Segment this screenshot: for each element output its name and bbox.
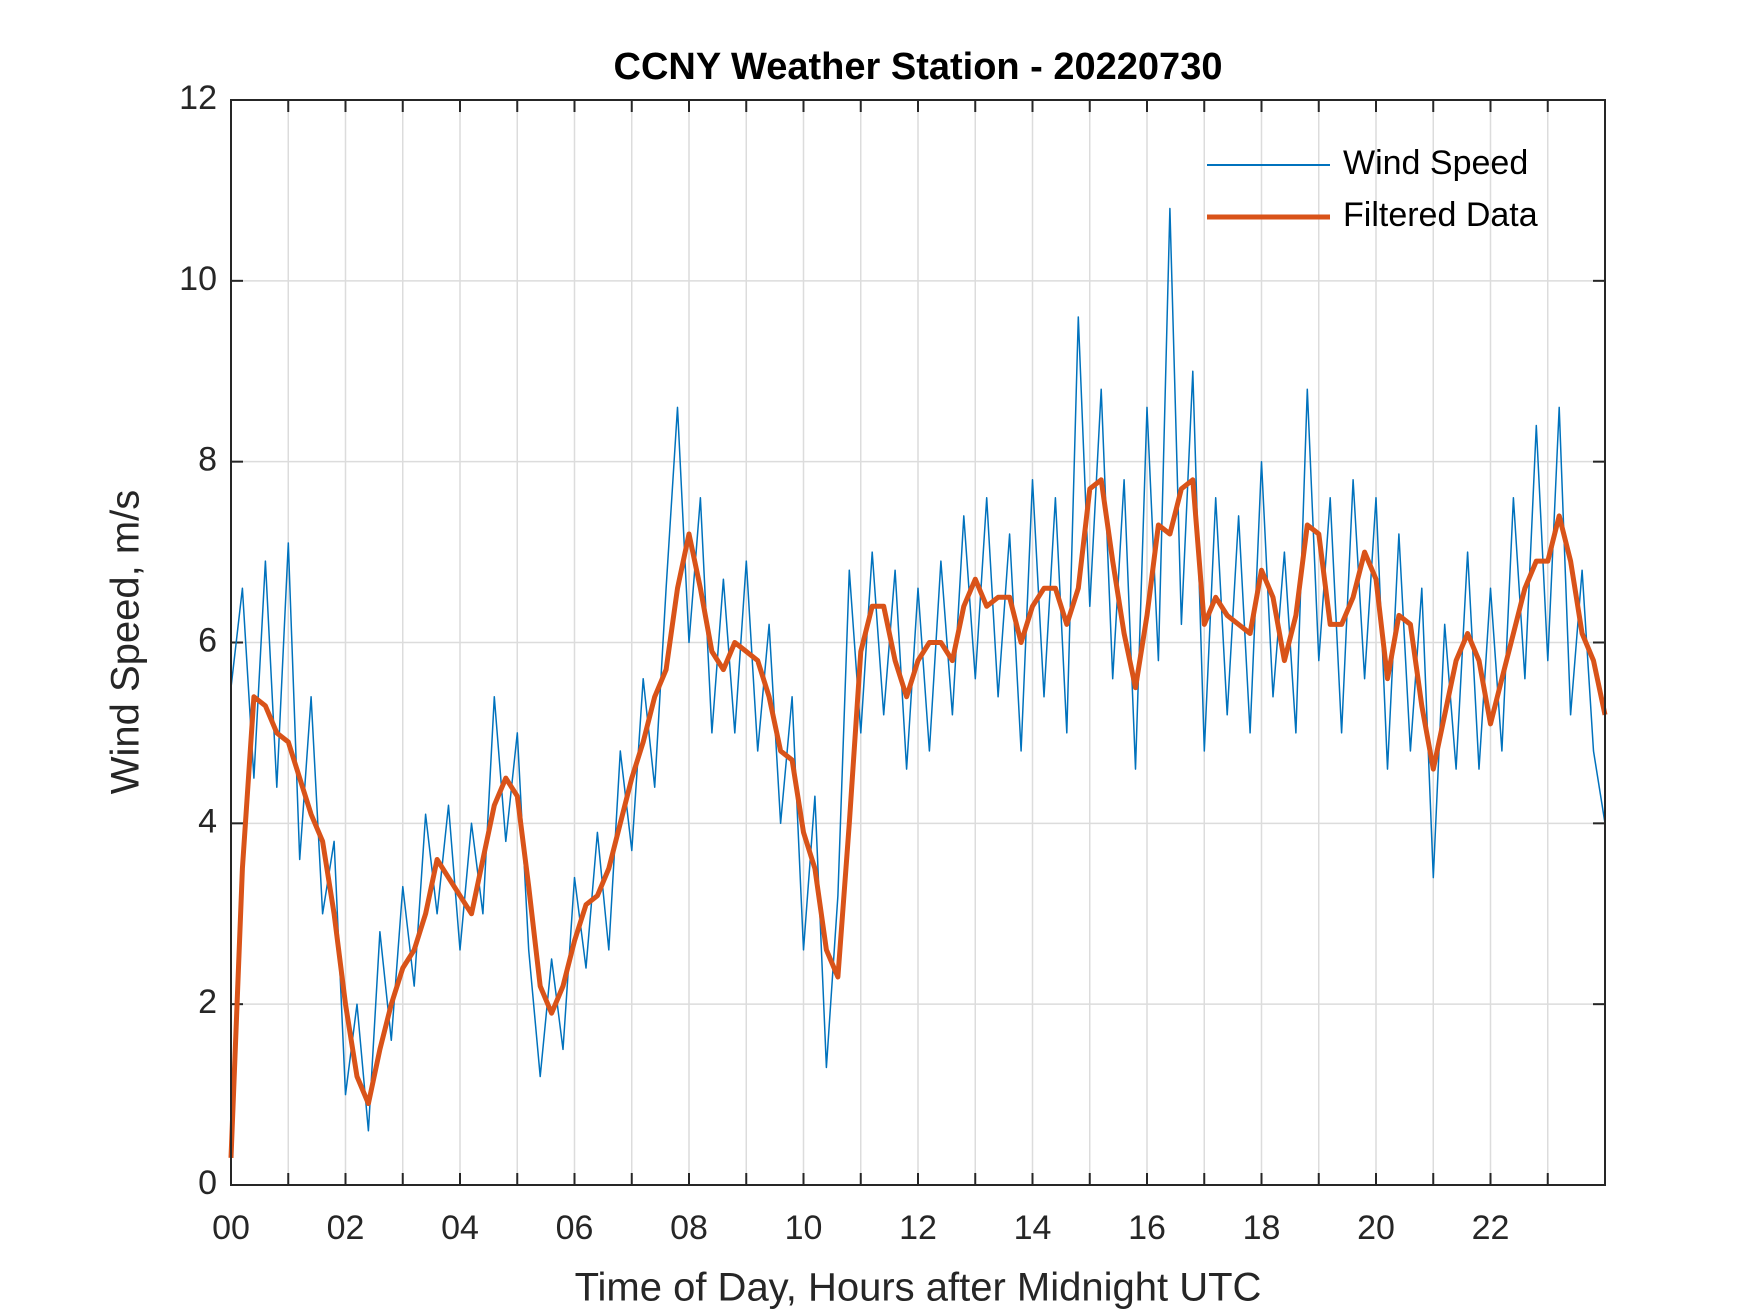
x-tick-label: 08 [670,1209,708,1247]
x-tick-label: 20 [1357,1209,1395,1247]
x-tick-label: 12 [899,1209,937,1247]
x-tick-label: 06 [556,1209,594,1247]
x-tick-label: 14 [1014,1209,1052,1247]
legend-label: Filtered Data [1343,196,1538,234]
x-tick-label: 04 [441,1209,479,1247]
y-tick-label: 8 [198,441,217,479]
data-line [230,207,1606,1132]
legend-label: Wind Speed [1343,144,1528,182]
chart-title: CCNY Weather Station - 20220730 [614,46,1223,88]
y-tick-label: 6 [198,621,217,659]
y-tick-label: 12 [179,79,217,117]
x-tick-label: 10 [785,1209,823,1247]
plot-frame [230,99,1606,1186]
x-tick-label: 02 [327,1209,365,1247]
y-axis-title: Wind Speed, m/s [104,490,148,795]
y-tick-label: 2 [198,983,217,1021]
x-tick-label: 16 [1128,1209,1166,1247]
x-tick-label: 00 [212,1209,250,1247]
y-tick-label: 4 [198,802,217,840]
y-tick-label: 0 [198,1164,217,1202]
x-tick-label: 22 [1472,1209,1510,1247]
x-axis-title: Time of Day, Hours after Midnight UTC [575,1266,1262,1310]
x-tick-label: 18 [1243,1209,1281,1247]
y-tick-label: 10 [179,260,217,298]
data-line [228,477,1608,1158]
